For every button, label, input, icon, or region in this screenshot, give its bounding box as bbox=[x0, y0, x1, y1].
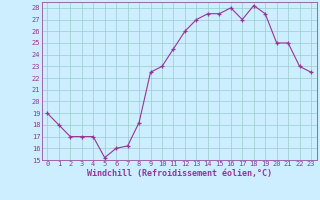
X-axis label: Windchill (Refroidissement éolien,°C): Windchill (Refroidissement éolien,°C) bbox=[87, 169, 272, 178]
